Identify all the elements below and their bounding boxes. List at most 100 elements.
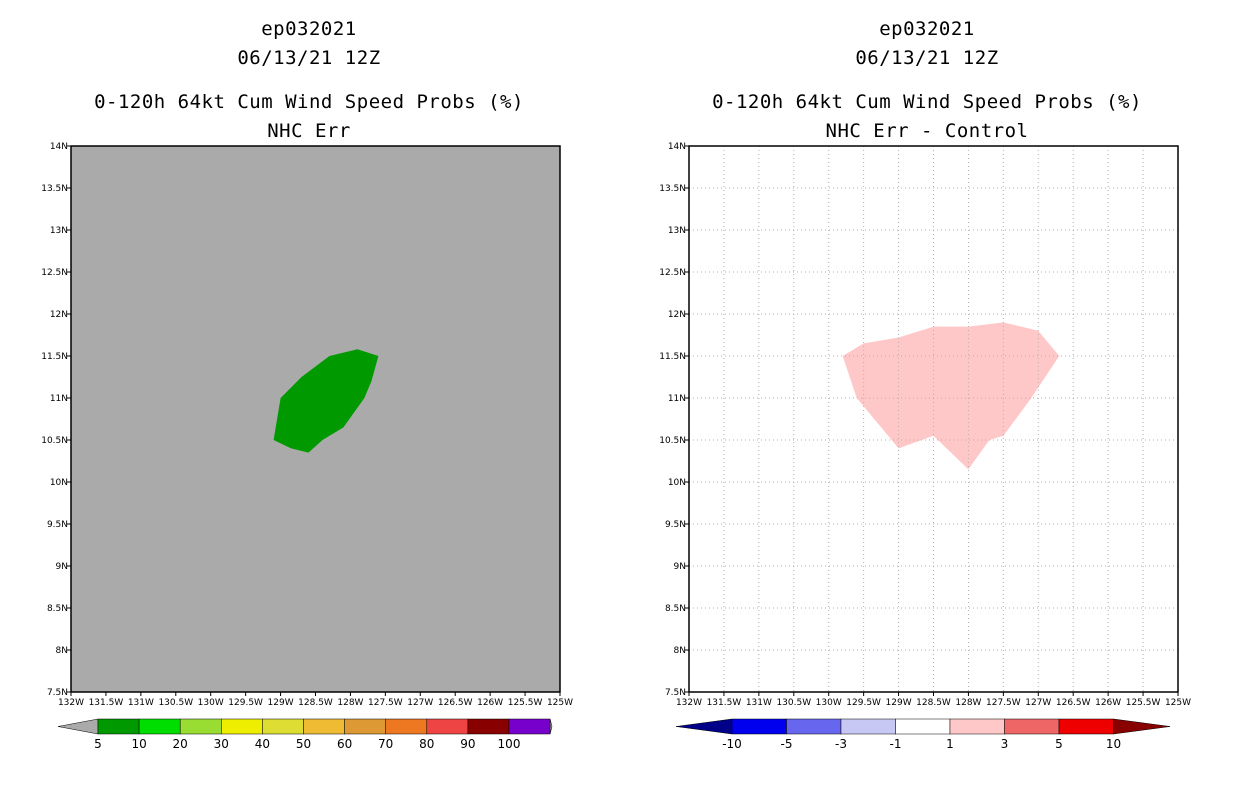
y-tick-label: 8N xyxy=(56,646,68,656)
legend-label: -3 xyxy=(835,737,847,751)
x-tick-label: 129.5W xyxy=(846,698,881,708)
right-storm-id: ep032021 xyxy=(879,18,975,40)
left-subtitle: NHC Err xyxy=(267,120,351,142)
legend-arrow-left xyxy=(57,718,99,735)
x-tick-label: 128.5W xyxy=(298,698,333,708)
legend-label: -5 xyxy=(781,737,793,751)
legend-label: 10 xyxy=(1106,737,1121,751)
x-tick-label: 131W xyxy=(128,698,154,708)
right-map-chart: 132W 131.5W 131W 130.5W 130W 129.5W 129W 128.5W… xyxy=(659,142,1191,751)
legend-color-box xyxy=(221,718,263,735)
legend-label: 50 xyxy=(296,737,311,751)
y-tick-label: 13N xyxy=(50,226,68,236)
right-date: 06/13/21 12Z xyxy=(855,47,999,69)
left-title: 0-120h 64kt Cum Wind Speed Probs (%) xyxy=(94,91,524,113)
legend-label: 100 xyxy=(498,737,521,751)
x-tick-label: 128W xyxy=(337,698,363,708)
legend-color-box xyxy=(786,718,842,735)
y-tick-label: 10N xyxy=(668,478,686,488)
legend-label: 30 xyxy=(214,737,229,751)
legend-color-box xyxy=(303,718,345,735)
y-tick-label: 14N xyxy=(50,142,68,152)
left-storm-id: ep032021 xyxy=(261,18,357,40)
x-tick-label: 126.5W xyxy=(438,698,473,708)
legend-color-box xyxy=(1004,718,1060,735)
x-tick-label: 128.5W xyxy=(916,698,951,708)
legend-label: 40 xyxy=(255,737,270,751)
legend-color-box xyxy=(385,718,428,735)
probability-region xyxy=(273,349,379,453)
legend-color-box xyxy=(179,718,222,735)
y-tick-label: 9N xyxy=(674,562,686,572)
legend-label: 10 xyxy=(131,737,146,751)
x-tick-label: 125W xyxy=(1165,698,1191,708)
legend-color-box xyxy=(344,718,386,735)
y-tick-label: 13.5N xyxy=(659,184,686,194)
x-tick-label: 125.5W xyxy=(1126,698,1161,708)
x-tick-label: 127W xyxy=(1025,698,1051,708)
y-tick-label: 11N xyxy=(668,394,686,404)
y-tick-label: 12.5N xyxy=(41,268,68,278)
left-date: 06/13/21 12Z xyxy=(237,47,381,69)
x-tick-label: 125W xyxy=(547,698,573,708)
legend-label: 90 xyxy=(460,737,475,751)
legend-label: 5 xyxy=(94,737,102,751)
right-subtitle: NHC Err - Control xyxy=(825,120,1029,142)
x-tick-label: 127.5W xyxy=(986,698,1021,708)
legend-label: -10 xyxy=(722,737,742,751)
legend-color-box xyxy=(138,718,181,735)
x-tick-label: 126W xyxy=(1095,698,1121,708)
x-tick-label: 130.5W xyxy=(158,698,193,708)
x-tick-label: 129.5W xyxy=(228,698,263,708)
right-title: 0-120h 64kt Cum Wind Speed Probs (%) xyxy=(712,91,1142,113)
y-tick-label: 10.5N xyxy=(659,436,686,446)
y-tick-label: 11.5N xyxy=(659,352,686,362)
legend-arrow-left xyxy=(675,718,733,735)
y-tick-label: 9.5N xyxy=(665,520,686,530)
y-tick-label: 10N xyxy=(50,478,68,488)
y-tick-label: 7.5N xyxy=(47,688,68,698)
x-tick-label: 129W xyxy=(886,698,912,708)
y-tick-label: 8.5N xyxy=(665,604,686,614)
y-tick-label: 12N xyxy=(50,310,68,320)
x-tick-label: 132W xyxy=(58,698,84,708)
right-chart-panel: ep032021 06/13/21 12Z 0-120h 64kt Cum Wi… xyxy=(618,0,1236,800)
x-tick-label: 130W xyxy=(816,698,842,708)
left-map-chart: 132W 131.5W 131W 130.5W 130W 129.5W 129W 128.5W… xyxy=(41,142,573,751)
legend-color-box xyxy=(467,718,510,735)
x-tick-label: 127W xyxy=(407,698,433,708)
x-tick-label: 132W xyxy=(676,698,702,708)
y-tick-label: 13N xyxy=(668,226,686,236)
y-tick-label: 13.5N xyxy=(41,184,68,194)
legend-color-box xyxy=(508,718,551,735)
y-tick-label: 11.5N xyxy=(41,352,68,362)
x-tick-label: 126W xyxy=(477,698,503,708)
y-tick-label: 8N xyxy=(674,646,686,656)
legend-label: 3 xyxy=(1001,737,1009,751)
x-tick-label: 127.5W xyxy=(368,698,403,708)
left-chart-panel: ep032021 06/13/21 12Z 0-120h 64kt Cum Wi… xyxy=(41,18,573,751)
legend-color-box xyxy=(840,718,896,735)
legend-color-box xyxy=(1058,718,1114,735)
y-tick-label: 8.5N xyxy=(47,604,68,614)
legend-color-box xyxy=(97,718,140,735)
y-tick-label: 12N xyxy=(668,310,686,320)
x-tick-label: 125.5W xyxy=(508,698,543,708)
legend-label: -1 xyxy=(890,737,902,751)
legend-label: 1 xyxy=(946,737,954,751)
legend-label: 20 xyxy=(173,737,188,751)
legend-label: 5 xyxy=(1055,737,1063,751)
x-tick-label: 131.5W xyxy=(707,698,742,708)
y-tick-label: 10.5N xyxy=(41,436,68,446)
x-tick-label: 129W xyxy=(268,698,294,708)
legend-label: 80 xyxy=(419,737,434,751)
y-tick-label: 7.5N xyxy=(665,688,686,698)
x-tick-label: 130.5W xyxy=(776,698,811,708)
legend-label: 60 xyxy=(337,737,352,751)
x-tick-label: 131W xyxy=(746,698,772,708)
y-tick-label: 12.5N xyxy=(659,268,686,278)
legend-label: 70 xyxy=(378,737,393,751)
legend-color-box xyxy=(426,718,469,735)
legend-color-box xyxy=(731,718,787,735)
legend-color-box xyxy=(949,718,1005,735)
